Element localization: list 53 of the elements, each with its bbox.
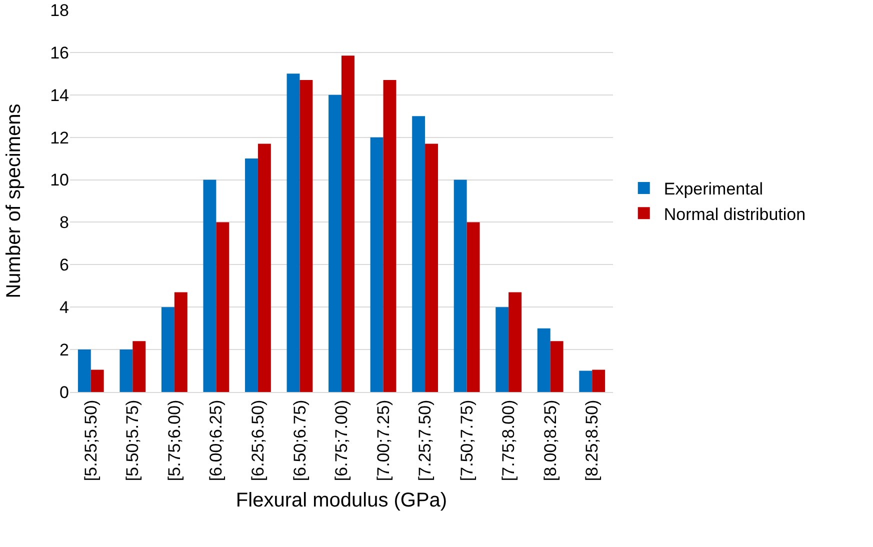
x-tick-label: [8.25;8.50) <box>582 400 602 482</box>
y-tick-label: 18 <box>50 0 69 20</box>
bar <box>425 144 438 392</box>
x-tick-label: [5.75;6.00) <box>164 400 184 482</box>
bar <box>174 292 188 392</box>
bar <box>245 158 258 392</box>
x-tick-label: [6.50;6.75) <box>290 400 310 482</box>
x-tick-label: [5.50;5.75) <box>123 400 142 482</box>
x-tick-label: [7.50;7.75) <box>457 400 476 482</box>
bar <box>90 370 104 392</box>
bar <box>550 341 564 392</box>
x-tick-label: [6.75;7.00) <box>332 400 352 482</box>
y-tick-label: 8 <box>60 213 69 232</box>
y-tick-label: 0 <box>60 382 69 402</box>
bar <box>216 222 230 392</box>
bar <box>454 180 467 392</box>
y-tick-label: 12 <box>50 128 69 148</box>
x-tick-label: [6.00;6.25) <box>206 400 226 482</box>
x-axis-title: Flexural modulus (GPa) <box>236 490 448 512</box>
bar <box>412 116 426 392</box>
x-tick-label: [5.25;5.50) <box>81 400 100 482</box>
bar <box>496 307 509 392</box>
bar <box>342 56 354 392</box>
x-tick-label: [7.00;7.25) <box>374 400 393 482</box>
y-tick-label: 16 <box>50 43 69 62</box>
y-tick-label: 2 <box>60 340 69 360</box>
x-tick-label: [8.00;8.25) <box>540 400 560 482</box>
bar <box>78 350 91 392</box>
y-axis-title: Number of specimens <box>3 104 25 298</box>
y-tick-label: 10 <box>50 170 69 190</box>
bar <box>258 144 271 392</box>
legend-label: Experimental <box>664 180 764 199</box>
y-tick-label: 6 <box>60 256 69 275</box>
bar <box>203 180 216 392</box>
bar <box>537 328 550 392</box>
legend-label: Normal distribution <box>664 204 806 224</box>
bar <box>370 137 384 392</box>
bar <box>383 80 396 392</box>
x-tick-label: [6.25;6.50) <box>248 400 268 482</box>
bar <box>132 341 146 392</box>
bar <box>286 74 300 392</box>
bar <box>120 350 133 392</box>
bar <box>161 307 174 392</box>
y-tick-label: 4 <box>60 298 69 318</box>
bar <box>300 80 313 392</box>
bar <box>592 370 606 392</box>
x-tick-label: [7.25;7.50) <box>416 400 435 482</box>
bar <box>579 370 592 392</box>
y-tick-label: 14 <box>50 86 69 105</box>
bar <box>508 292 522 392</box>
x-tick-label: [7.75;8.00) <box>499 400 518 482</box>
bar <box>328 94 342 392</box>
bar <box>466 222 480 392</box>
